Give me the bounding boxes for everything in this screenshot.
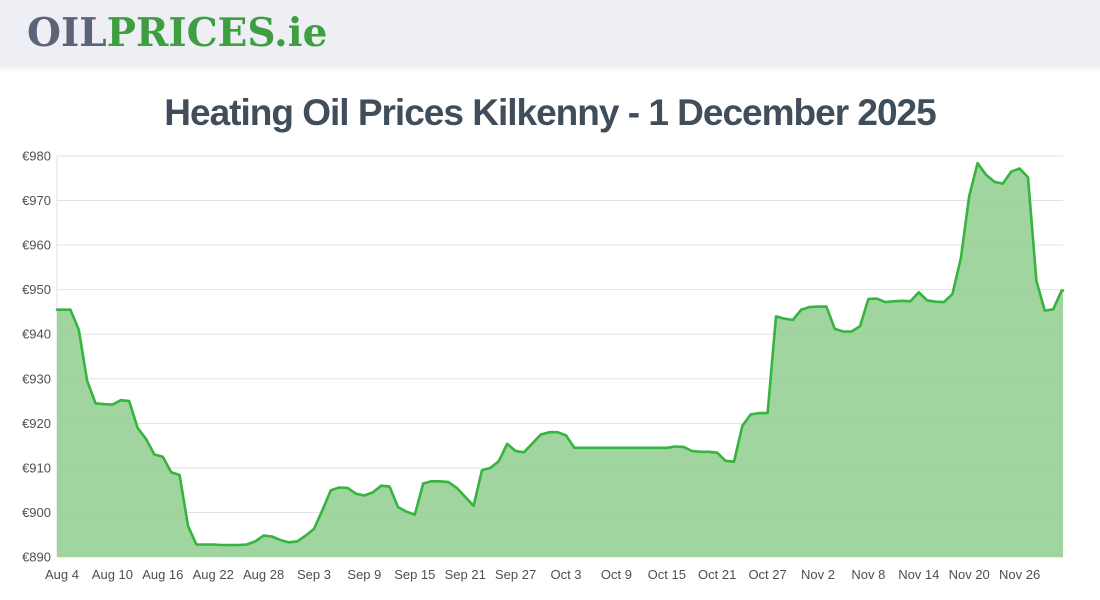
x-axis-label: Sep 27 xyxy=(495,567,536,582)
y-axis-label: €940 xyxy=(22,327,51,342)
price-chart: €980 €970 €960 €950 €940 €930 €920 €910 €900 €890… xyxy=(0,140,1100,600)
x-axis-label: Aug 4 xyxy=(45,567,79,582)
x-axis-label: Sep 21 xyxy=(445,567,486,582)
y-axis-label: €970 xyxy=(22,193,51,208)
x-axis-label: Nov 2 xyxy=(801,567,835,582)
page-title: Heating Oil Prices Kilkenny - 1 December… xyxy=(164,92,936,133)
y-axis-label: €930 xyxy=(22,371,51,386)
x-axis-label: Aug 10 xyxy=(92,567,133,582)
site-header: OILPRICES.ie xyxy=(0,0,1100,64)
x-axis-label: Nov 26 xyxy=(999,567,1040,582)
price-line xyxy=(55,161,1065,547)
y-axis-label: €910 xyxy=(22,460,51,475)
logo-prices-text: PRICES xyxy=(106,10,275,56)
x-axis-label: Oct 15 xyxy=(648,567,686,582)
logo-oil-text: OIL xyxy=(27,10,107,56)
price-area-fill xyxy=(57,163,1063,557)
x-axis-label: Oct 3 xyxy=(550,567,581,582)
x-axis-label: Oct 9 xyxy=(601,567,632,582)
x-axis-label: Aug 22 xyxy=(193,567,234,582)
x-axis-label: Nov 8 xyxy=(851,567,885,582)
x-axis-label: Aug 16 xyxy=(142,567,183,582)
x-axis-label: Oct 21 xyxy=(698,567,736,582)
y-axis-label: €920 xyxy=(22,416,51,431)
y-axis-label: €900 xyxy=(22,505,51,520)
x-axis-label: Aug 28 xyxy=(243,567,284,582)
y-axis-label: €890 xyxy=(22,550,51,565)
site-logo[interactable]: OILPRICES.ie xyxy=(27,10,327,56)
x-axis-label: Sep 15 xyxy=(394,567,435,582)
y-axis-label: €950 xyxy=(22,282,51,297)
x-axis-label: Sep 3 xyxy=(297,567,331,582)
x-axis-label: Oct 27 xyxy=(748,567,786,582)
y-axis-label: €960 xyxy=(22,238,51,253)
y-axis-label: €980 xyxy=(22,149,51,164)
x-axis-label: Nov 14 xyxy=(898,567,939,582)
x-axis-label: Nov 20 xyxy=(949,567,990,582)
logo-tld-text: .ie xyxy=(274,10,328,56)
x-axis-label: Sep 9 xyxy=(347,567,381,582)
header-shadow xyxy=(0,64,1100,72)
area-chart-canvas[interactable]: €980 €970 €960 €950 €940 €930 €920 €910 €900 €890… xyxy=(0,140,1100,600)
